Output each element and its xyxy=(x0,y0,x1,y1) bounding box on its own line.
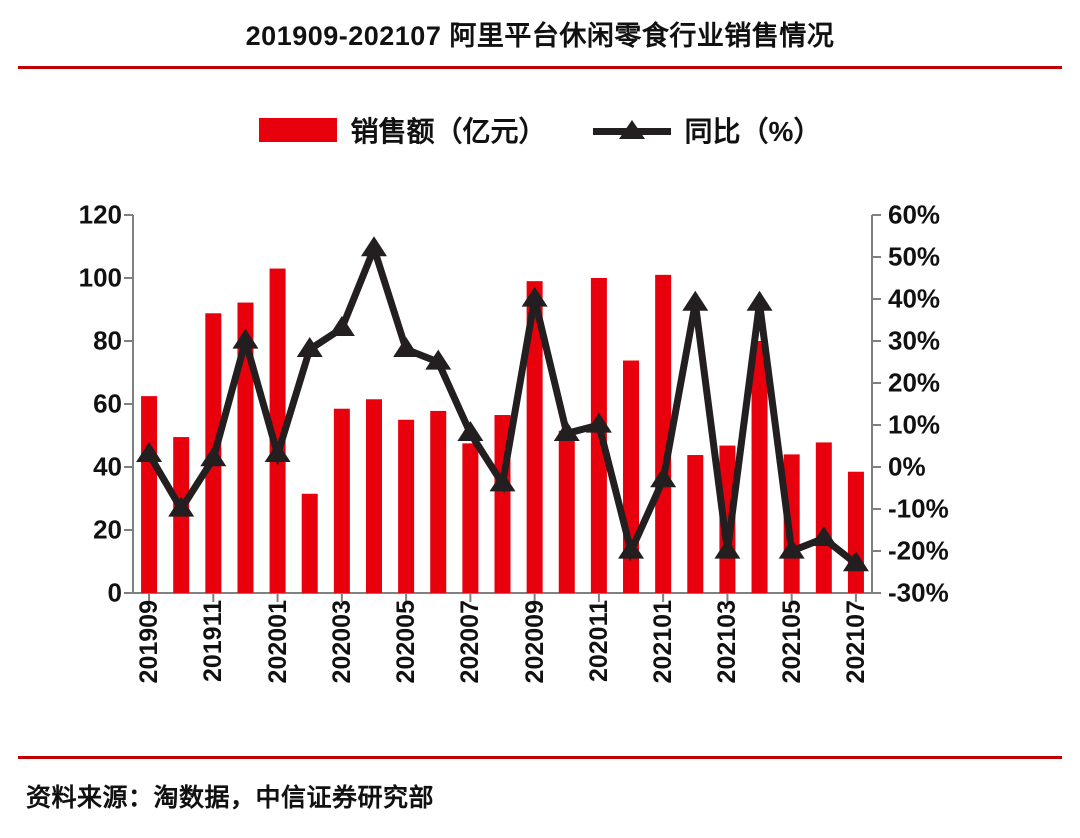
x-axis-tick-label: 202005 xyxy=(392,600,421,684)
bar-202107 xyxy=(847,471,864,593)
yoy-marker-202006 xyxy=(425,349,452,370)
yoy-marker-201911 xyxy=(200,446,227,467)
y-axis-left-labels: 0 20 40 60 80 100 120 xyxy=(22,195,122,608)
y-axis-right-tick: 60% xyxy=(888,199,941,230)
x-axis-tick-label: 202007 xyxy=(456,600,485,684)
y-axis-right-tick: 20% xyxy=(888,367,941,398)
yoy-marker-202009 xyxy=(521,286,548,307)
yoy-marker-202105 xyxy=(778,538,805,559)
y-axis-right-tick: 50% xyxy=(888,241,941,272)
bar-202006 xyxy=(430,410,447,593)
yoy-marker-202102 xyxy=(682,290,709,311)
x-axis-labels: 201909 201911 202001 202003 202005 202007 2020… xyxy=(0,600,1080,740)
source-note: 资料来源：淘数据，中信证券研究部 xyxy=(26,784,435,812)
y-axis-left-tick: 0 xyxy=(107,577,122,608)
bar-202007 xyxy=(462,443,479,593)
bar-202005 xyxy=(398,419,415,593)
bar-202010 xyxy=(558,430,575,593)
yoy-marker-202005 xyxy=(393,337,420,357)
y-axis-left-tick: 80 xyxy=(93,325,122,356)
page-title: 201909-202107 阿里平台休闲零食行业销售情况 xyxy=(245,21,835,51)
legend-item-yoy: 同比（%） xyxy=(592,110,822,150)
x-axis-tick-label: 201909 xyxy=(135,600,164,684)
x-axis-tick-label: 201911 xyxy=(199,600,228,683)
legend-label-yoy: 同比（%） xyxy=(684,116,822,147)
bar-202001 xyxy=(269,268,286,593)
yoy-marker-201912 xyxy=(232,328,259,349)
x-axis-tick-label: 202103 xyxy=(713,600,742,684)
legend-bar-swatch-icon xyxy=(258,118,337,142)
y-axis-left-tick: 100 xyxy=(78,262,122,293)
x-axis-tick-label: 202011 xyxy=(584,600,613,683)
y-axis-left-tick: 20 xyxy=(93,514,122,545)
yoy-marker-201910 xyxy=(168,496,195,517)
legend-label-sales: 销售额（亿元） xyxy=(350,116,547,147)
bar-202004 xyxy=(365,399,382,593)
y-axis-left-tick: 60 xyxy=(93,388,122,419)
y-axis-right-tick: 40% xyxy=(888,283,941,314)
x-axis-tick-label: 202001 xyxy=(263,600,292,684)
y-axis-left-tick: 120 xyxy=(78,199,122,230)
x-axis-tick-label: 202009 xyxy=(520,600,549,684)
bar-202104 xyxy=(751,341,768,593)
yoy-marker-202011 xyxy=(585,412,612,433)
plot-area: 0 20 40 60 80 100 120 -30% -20% -10% 0% 10% 20% 30% 4… xyxy=(0,195,1080,615)
x-axis-tick-label: 202101 xyxy=(649,600,678,684)
bar-202101 xyxy=(655,274,672,593)
legend-line-swatch-icon xyxy=(592,118,671,142)
y-axis-right-tick: -30% xyxy=(888,577,949,608)
y-axis-right-tick: -20% xyxy=(888,535,949,566)
yoy-marker-202007 xyxy=(457,421,484,441)
x-axis-tick-label: 202003 xyxy=(327,600,356,684)
yoy-marker-202106 xyxy=(810,526,837,546)
y-axis-right-tick: 10% xyxy=(888,409,941,440)
x-axis-tick-label: 202107 xyxy=(841,600,870,684)
yoy-marker-202103 xyxy=(714,538,741,559)
bar-201909 xyxy=(141,396,158,593)
yoy-marker-202002 xyxy=(296,337,323,357)
footer-divider xyxy=(18,756,1062,759)
yoy-marker-202107 xyxy=(842,551,869,572)
bar-202002 xyxy=(301,493,318,593)
y-axis-right-tick: -10% xyxy=(888,493,949,524)
y-axis-right-tick: 0% xyxy=(888,451,926,482)
yoy-marker-202004 xyxy=(360,236,387,257)
y-axis-left-tick: 40 xyxy=(93,451,122,482)
bar-202003 xyxy=(333,408,350,593)
bar-202102 xyxy=(687,455,704,593)
legend-item-sales: 销售额（亿元） xyxy=(258,110,547,150)
chart-legend: 销售额（亿元） 同比（%） xyxy=(0,110,1080,150)
y-axis-right-tick: 30% xyxy=(888,325,941,356)
bar-202009 xyxy=(526,281,543,593)
yoy-marker-202104 xyxy=(746,290,773,311)
y-axis-right-labels: -30% -20% -10% 0% 10% 20% 30% 40% 50% 60% xyxy=(888,195,1038,608)
yoy-marker-202001 xyxy=(264,442,291,462)
bar-202106 xyxy=(815,442,832,593)
yoy-marker-202010 xyxy=(553,421,580,441)
yoy-marker-202003 xyxy=(328,316,355,336)
yoy-marker-202101 xyxy=(650,467,677,488)
title-divider xyxy=(18,66,1062,69)
bar-201912 xyxy=(237,302,254,593)
x-axis-tick-label: 202105 xyxy=(777,600,806,684)
yoy-marker-201909 xyxy=(136,442,163,462)
chart-canvas xyxy=(124,214,881,602)
yoy-marker-202012 xyxy=(618,538,645,559)
yoy-marker-202008 xyxy=(489,471,516,492)
